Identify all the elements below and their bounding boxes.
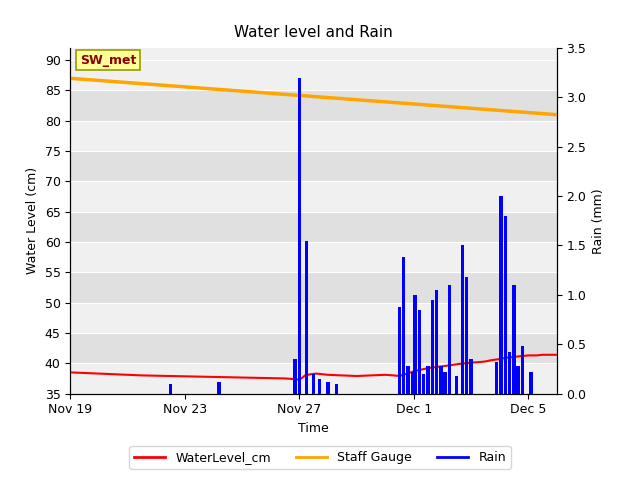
Bar — [411, 372, 414, 394]
Bar — [465, 277, 468, 394]
Bar — [402, 257, 406, 394]
Bar — [70, 333, 557, 363]
Bar — [70, 181, 557, 212]
Bar — [516, 366, 520, 394]
Bar — [455, 376, 458, 394]
Bar — [508, 352, 511, 394]
Bar — [469, 359, 473, 394]
Bar — [326, 382, 330, 394]
Bar — [504, 216, 507, 394]
Bar — [499, 196, 503, 394]
Bar — [70, 60, 557, 90]
Legend: WaterLevel_cm, Staff Gauge, Rain: WaterLevel_cm, Staff Gauge, Rain — [129, 446, 511, 469]
Bar — [70, 212, 557, 242]
Bar — [70, 242, 557, 272]
Bar — [406, 366, 410, 394]
Bar — [70, 151, 557, 181]
Title: Water level and Rain: Water level and Rain — [234, 25, 393, 40]
Bar — [70, 90, 557, 121]
Bar — [218, 382, 221, 394]
Bar — [70, 363, 557, 394]
Bar — [317, 379, 321, 394]
Bar — [298, 78, 301, 394]
Bar — [70, 303, 557, 333]
Text: SW_met: SW_met — [80, 54, 136, 67]
Y-axis label: Water Level (cm): Water Level (cm) — [26, 167, 39, 275]
Bar — [397, 307, 401, 394]
Bar — [444, 372, 447, 394]
Bar — [293, 359, 297, 394]
Bar — [521, 346, 524, 394]
Bar — [169, 384, 172, 394]
Bar — [529, 372, 532, 394]
Y-axis label: Rain (mm): Rain (mm) — [592, 188, 605, 253]
Bar — [461, 245, 464, 394]
Bar — [70, 272, 557, 303]
X-axis label: Time: Time — [298, 422, 329, 435]
Bar — [512, 285, 516, 394]
Bar — [426, 366, 430, 394]
Bar — [439, 366, 443, 394]
Bar — [70, 121, 557, 151]
Bar — [431, 300, 434, 394]
Bar — [305, 240, 308, 394]
Bar — [435, 290, 438, 394]
Bar — [495, 362, 499, 394]
Bar — [335, 384, 338, 394]
Bar — [418, 310, 421, 394]
Bar — [413, 295, 417, 394]
Bar — [422, 374, 426, 394]
Bar — [448, 285, 451, 394]
Bar — [312, 374, 316, 394]
